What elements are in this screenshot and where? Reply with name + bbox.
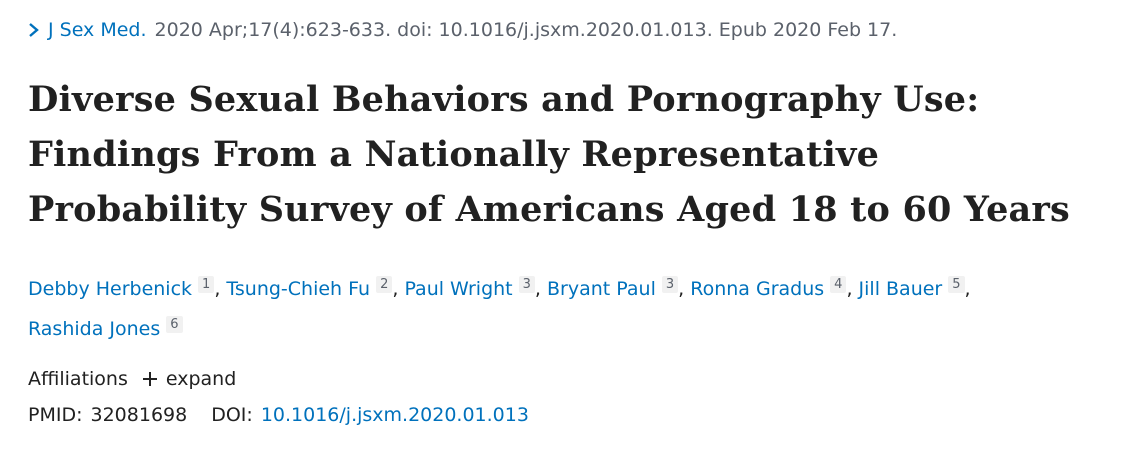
author-separator: ,	[214, 278, 221, 300]
author-link[interactable]: Jill Bauer	[858, 278, 943, 300]
affiliation-number[interactable]: 4	[830, 276, 847, 293]
author-separator: ,	[964, 278, 971, 300]
author: Debby Herbenick 1,	[28, 276, 221, 300]
affiliation-number[interactable]: 5	[948, 276, 965, 293]
author: Rashida Jones 6	[28, 316, 183, 340]
pmid: 32081698	[90, 404, 188, 426]
identifiers: PMID: 32081698 DOI: 10.1016/j.jsxm.2020.…	[28, 397, 1131, 433]
author-link[interactable]: Tsung-Chieh Fu	[226, 278, 371, 300]
title-line: Diverse Sexual Behaviors and Pornography…	[28, 79, 980, 120]
author: Tsung-Chieh Fu 2,	[226, 276, 399, 300]
affiliation-number[interactable]: 2	[376, 276, 393, 293]
author-separator: ,	[392, 278, 399, 300]
affiliations-label: Affiliations	[28, 368, 128, 390]
affiliations: Affiliations expand	[28, 361, 1131, 397]
plus-icon	[142, 372, 157, 386]
author-link[interactable]: Bryant Paul	[547, 278, 656, 300]
pmid-label: PMID:	[28, 404, 83, 426]
author: Bryant Paul 3,	[547, 276, 685, 300]
author-link[interactable]: Ronna Gradus	[690, 278, 825, 300]
author: Jill Bauer 5,	[858, 276, 971, 300]
title-line: Findings From a Nationally Representativ…	[28, 134, 880, 175]
chevron-icon	[29, 23, 39, 37]
citation: J Sex Med. 2020 Apr;17(4):623-633. doi: …	[28, 14, 1131, 46]
author: Paul Wright 3,	[404, 276, 541, 300]
author-list: Debby Herbenick 1, Tsung-Chieh Fu 2, Paul …	[28, 267, 1088, 347]
author-link[interactable]: Paul Wright	[404, 278, 513, 300]
author-link[interactable]: Rashida Jones	[28, 318, 161, 340]
author: Ronna Gradus 4,	[690, 276, 853, 300]
author-separator: ,	[678, 278, 685, 300]
affiliation-number[interactable]: 6	[166, 316, 183, 333]
affiliation-number[interactable]: 1	[198, 276, 215, 293]
author-separator: ,	[846, 278, 853, 300]
affiliation-number[interactable]: 3	[518, 276, 535, 293]
article-title: Diverse Sexual Behaviors and Pornography…	[28, 72, 1131, 237]
expand-toggle[interactable]: expand	[142, 368, 236, 390]
journal-link[interactable]: J Sex Med.	[48, 19, 147, 41]
affiliation-number[interactable]: 3	[661, 276, 679, 293]
title-line: Probability Survey of Americans Aged 18 …	[28, 189, 1070, 230]
doi-link[interactable]: 10.1016/j.jsxm.2020.01.013	[260, 404, 529, 426]
author-link[interactable]: Debby Herbenick	[28, 278, 193, 300]
citation-details: 2020 Apr;17(4):623-633. doi: 10.1016/j.j…	[154, 19, 898, 41]
author-separator: ,	[534, 278, 541, 300]
doi-label: DOI:	[211, 404, 253, 426]
expand-label: expand	[165, 368, 237, 390]
